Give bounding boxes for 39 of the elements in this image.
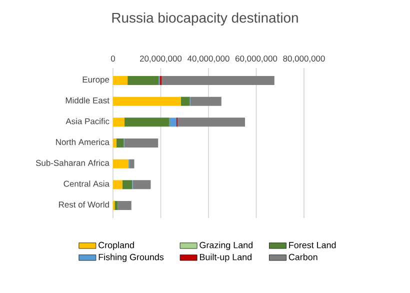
y-tick-label: North America: [56, 138, 110, 146]
bar: [177, 118, 246, 127]
bar: [122, 180, 132, 190]
bar: [129, 159, 134, 168]
x-tick-label: 40,000,000: [187, 56, 230, 63]
bar: [128, 76, 159, 86]
bar: [116, 138, 124, 148]
legend-label: Built-up Land: [200, 254, 252, 262]
legend-label: Carbon: [288, 254, 318, 260]
bar: [132, 180, 151, 190]
bar: [113, 118, 124, 127]
bar: [180, 96, 190, 106]
bar: [114, 201, 118, 210]
x-tick-label: 60,000,000: [235, 56, 278, 63]
y-tick-label: Middle East: [66, 97, 110, 104]
bar: [162, 76, 274, 86]
bar: [113, 96, 181, 106]
bar: [169, 118, 177, 127]
bar: [113, 76, 128, 86]
bar: [190, 96, 222, 106]
bar: [118, 201, 132, 210]
y-tick-label: Europe: [82, 76, 110, 84]
y-tick-label: Asia Pacific: [66, 118, 110, 124]
x-tick-label: 0: [110, 56, 116, 62]
bar: [113, 180, 122, 190]
x-tick-label: 80,000,000: [283, 56, 325, 63]
bar: [113, 138, 116, 148]
bar: [124, 118, 170, 127]
legend-label: Cropland: [98, 242, 134, 250]
y-tick-label: Central Asia: [64, 180, 110, 187]
y-tick-label: Rest of World: [59, 201, 109, 208]
legend-label: Grazing Land: [200, 242, 252, 250]
chart-title: Russia biocapacity destination: [112, 12, 298, 26]
legend-label: Forest Land: [289, 242, 336, 248]
x-tick-label: 20,000,000: [140, 56, 182, 63]
bar: [113, 159, 128, 168]
bar: [124, 138, 158, 148]
y-tick-label: Sub-Saharan Africa: [36, 160, 110, 166]
legend-label: Fishing Grounds: [98, 254, 164, 262]
